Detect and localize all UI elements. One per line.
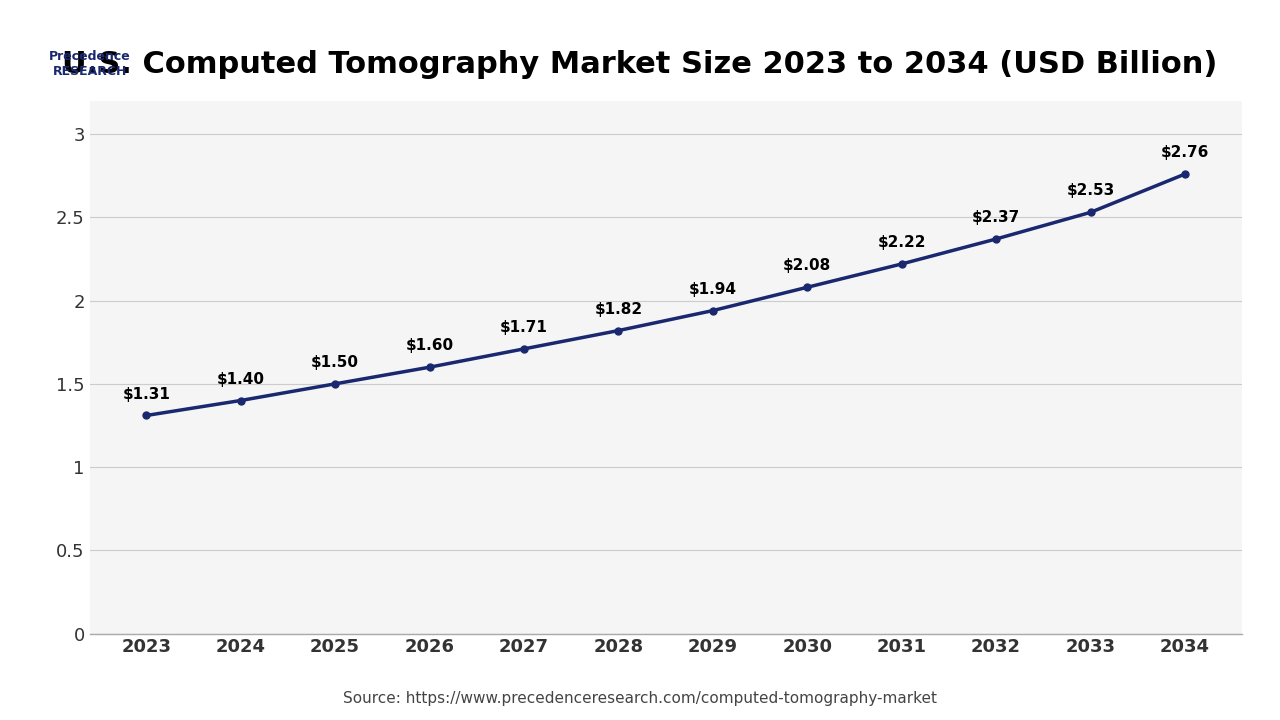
Text: $1.71: $1.71 bbox=[500, 320, 548, 335]
Text: $1.94: $1.94 bbox=[689, 282, 737, 297]
Text: $1.31: $1.31 bbox=[123, 387, 170, 402]
Text: $2.76: $2.76 bbox=[1161, 145, 1210, 160]
Text: $1.60: $1.60 bbox=[406, 338, 453, 354]
Text: $1.40: $1.40 bbox=[216, 372, 265, 387]
Text: Precedence
RESEARCH: Precedence RESEARCH bbox=[49, 50, 131, 78]
Text: $2.22: $2.22 bbox=[877, 235, 925, 250]
Text: $1.50: $1.50 bbox=[311, 355, 360, 370]
Text: U.S. Computed Tomography Market Size 2023 to 2034 (USD Billion): U.S. Computed Tomography Market Size 202… bbox=[63, 50, 1217, 79]
Text: $2.37: $2.37 bbox=[972, 210, 1020, 225]
Text: $1.82: $1.82 bbox=[594, 302, 643, 317]
Text: Source: https://www.precedenceresearch.com/computed-tomography-market: Source: https://www.precedenceresearch.c… bbox=[343, 690, 937, 706]
Text: $2.53: $2.53 bbox=[1066, 184, 1115, 199]
Text: $2.08: $2.08 bbox=[783, 258, 832, 274]
